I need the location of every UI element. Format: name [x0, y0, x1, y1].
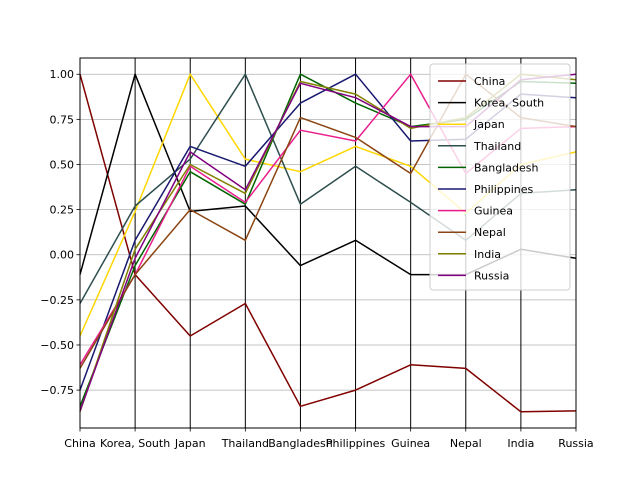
legend-label: Thailand [473, 140, 521, 153]
legend-label: Bangladesh [474, 161, 539, 174]
legend-label: Philippines [474, 183, 534, 196]
y-tick-label: 0.75 [50, 113, 75, 126]
x-tick-label: Russia [558, 437, 593, 450]
x-tick-label: Thailand [221, 437, 269, 450]
legend-box [429, 63, 571, 291]
y-tick-label: 0.50 [50, 158, 75, 171]
y-tick-label: 0.00 [50, 249, 75, 262]
y-tick-label: 1.00 [50, 68, 75, 81]
x-tick-label: Japan [174, 437, 206, 450]
x-axis-ticks: China Korea, South Japan Thailand Bangladesh… [64, 428, 594, 450]
legend-label: Korea, South [474, 97, 544, 110]
x-tick-label: Guinea [391, 437, 430, 450]
y-tick-label: −0.25 [40, 294, 74, 307]
series-line [79, 74, 577, 413]
plot-frame [79, 57, 577, 429]
x-tick-label: India [507, 437, 534, 450]
legend-label: Russia [474, 269, 509, 282]
legend: China Korea, South Japan Thailand Bangladesh… [429, 63, 571, 291]
x-tick-label: Bangladesh [268, 437, 333, 450]
y-axis-ticks: −0.75 −0.50 −0.25 0.00 0.25 0.50 0.75 1.00 [40, 68, 80, 397]
legend-label: Japan [473, 118, 505, 131]
x-tick-label: Korea, South [100, 437, 170, 450]
plot-border [79, 57, 577, 429]
legend-label: Nepal [474, 226, 506, 239]
y-tick-label: −0.50 [40, 339, 74, 352]
y-tick-label: −0.75 [40, 384, 74, 397]
legend-label: China [474, 75, 505, 88]
legend-label: Guinea [474, 205, 513, 218]
x-tick-label: Philippines [326, 437, 386, 450]
x-tick-label: Nepal [450, 437, 482, 450]
x-tick-label: China [64, 437, 95, 450]
y-tick-label: 0.25 [50, 204, 75, 217]
legend-label: India [474, 248, 501, 261]
